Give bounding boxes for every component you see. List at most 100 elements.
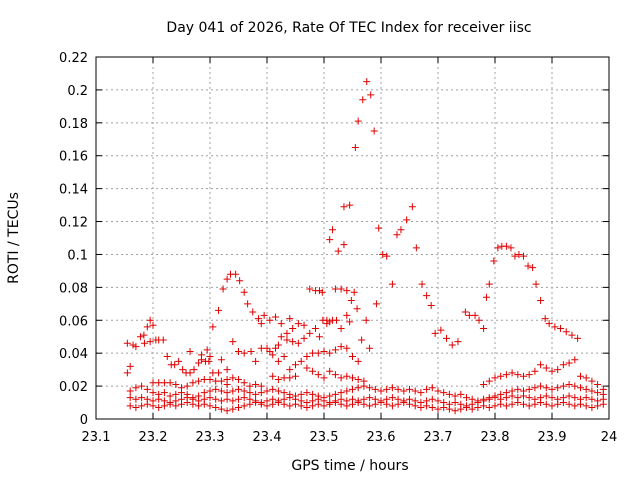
data-point [548, 402, 556, 410]
data-point [354, 384, 362, 392]
data-point [571, 356, 579, 364]
data-point [183, 399, 191, 407]
data-point [309, 390, 317, 398]
data-point [445, 390, 453, 398]
data-point [346, 201, 354, 209]
data-point [303, 364, 311, 372]
data-point [314, 400, 322, 408]
data-point [300, 321, 308, 329]
data-point [514, 371, 522, 379]
data-point [200, 389, 208, 397]
data-point [557, 325, 565, 332]
data-point [283, 336, 291, 344]
data-point [551, 323, 559, 331]
data-point [277, 333, 285, 341]
data-point [394, 400, 402, 408]
data-point [559, 399, 567, 407]
data-point [289, 325, 297, 332]
data-point [337, 325, 345, 332]
data-point [457, 390, 465, 398]
data-point [417, 389, 425, 397]
data-point [574, 334, 582, 342]
data-point [537, 361, 545, 369]
data-point [451, 392, 459, 400]
data-point [463, 394, 470, 402]
data-point [163, 352, 171, 360]
data-point [306, 285, 314, 293]
data-point [269, 351, 277, 359]
data-point [126, 387, 134, 395]
data-point [289, 338, 297, 346]
data-point [266, 316, 274, 324]
data-point [146, 338, 154, 346]
data-point [437, 326, 445, 334]
data-point [343, 344, 351, 352]
y-tick-label: 0.14 [59, 183, 88, 198]
y-tick-label: 0.18 [59, 117, 88, 132]
data-point [143, 323, 151, 331]
data-point [217, 377, 225, 385]
data-point [406, 400, 413, 408]
data-point [354, 357, 362, 365]
data-point [343, 287, 351, 295]
data-point [577, 384, 584, 392]
data-point [351, 144, 359, 151]
data-point [274, 376, 282, 384]
data-point [337, 343, 345, 351]
data-point [277, 320, 285, 328]
data-point [372, 300, 380, 308]
data-point [434, 405, 442, 413]
data-point [525, 402, 533, 410]
data-point [542, 392, 550, 400]
data-point [320, 374, 328, 382]
data-point [171, 361, 179, 369]
data-point [311, 325, 319, 332]
data-point [209, 323, 217, 331]
data-point [292, 400, 299, 408]
data-point [229, 405, 237, 413]
data-point [229, 397, 237, 405]
data-point [172, 402, 180, 410]
data-point [565, 380, 573, 388]
data-point [423, 292, 431, 300]
data-point [582, 374, 590, 382]
x-tick-label: 23.5 [310, 430, 339, 445]
data-point [337, 374, 345, 382]
data-point [223, 389, 231, 397]
data-point [480, 380, 488, 388]
data-point [571, 394, 579, 402]
data-point [217, 356, 225, 364]
data-point [350, 288, 358, 296]
data-point [508, 392, 516, 400]
data-point [123, 339, 131, 347]
data-point [337, 389, 345, 397]
data-point [257, 400, 265, 408]
data-point [155, 403, 163, 411]
data-point [136, 333, 144, 341]
data-point [370, 127, 378, 135]
data-point [306, 329, 314, 337]
data-point [434, 387, 442, 395]
data-point [359, 96, 367, 104]
data-point [286, 402, 294, 410]
data-point [514, 385, 522, 393]
data-point [189, 379, 197, 387]
data-point [223, 407, 231, 415]
data-point [166, 379, 174, 387]
data-point [186, 348, 194, 356]
data-point [297, 357, 305, 365]
data-point [354, 376, 362, 384]
data-point [354, 399, 362, 407]
data-point [197, 351, 205, 359]
data-point [463, 403, 470, 411]
data-point [582, 402, 590, 410]
data-point [280, 400, 288, 408]
data-point [475, 316, 483, 324]
data-point [126, 402, 134, 410]
data-point [309, 402, 317, 410]
data-point [423, 402, 431, 410]
y-tick-label: 0.1 [67, 248, 88, 263]
data-point [537, 399, 545, 407]
y-tick-label: 0.06 [59, 314, 88, 329]
data-point [502, 402, 510, 410]
